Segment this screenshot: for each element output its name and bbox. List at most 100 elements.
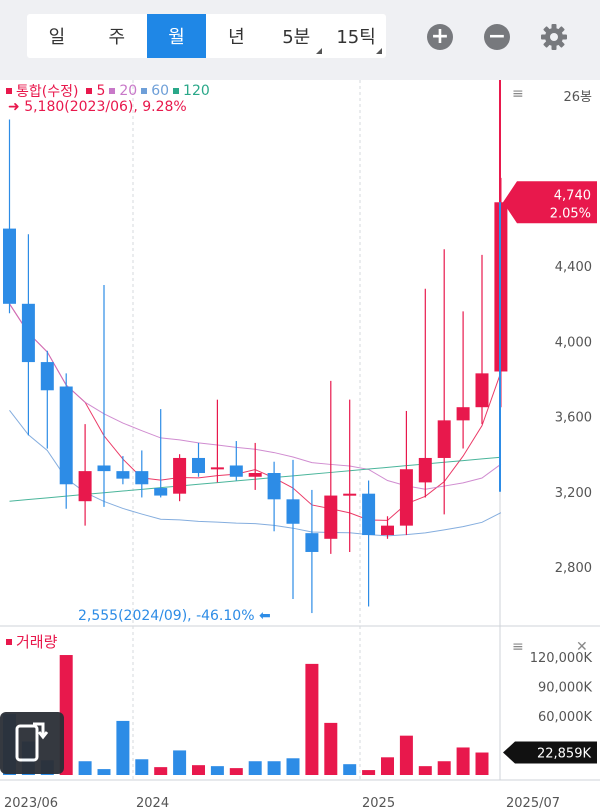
high-annotation: ➜ 5,180(2023/06), 9.28% [8,99,187,115]
price-tick-label: 3,600 [555,411,592,426]
price-axis: 4,400 4,000 3,600 3,200 2,800 26봉 ≡ ≡ ✕120,000K 9… [499,80,597,764]
legend-title: 통합(수정) [16,84,79,100]
candle [173,454,187,502]
time-axis-label: 2024 [136,796,169,811]
grid-lines [0,80,600,781]
tab-3[interactable]: 년 [206,14,266,58]
plus-circle-icon: + [430,24,450,49]
candle [154,409,168,498]
legend-label: 120 [183,83,210,99]
candle-body [324,495,338,539]
candle [59,373,73,509]
candle [286,459,300,599]
candle-body [381,525,394,536]
volume-tick-label: 120,000K [530,651,593,666]
menu-icon: ≡ [512,639,524,655]
candle-body [135,471,149,485]
candle-body [305,533,319,552]
arrow-left-icon: ⬅ [254,608,271,624]
candle [192,442,205,477]
tab-label: 주 [108,27,126,48]
candle [343,399,357,552]
current-price-tag [503,181,597,224]
candles [3,119,508,614]
candle [456,311,470,449]
volume-bar [173,750,187,775]
tab-label: 15틱 [336,27,376,48]
tab-label: 일 [48,27,66,48]
tab-5[interactable]: 15틱 [326,14,386,58]
volume-bar [475,752,489,775]
tab-4[interactable]: 5분 [266,14,326,58]
candle [475,254,489,425]
candle-body [475,373,489,408]
candle [3,119,16,314]
chart-toolbar: 일 주 월 년 5분 15틱 + − [0,0,600,80]
candle [116,456,130,485]
volume-bar [210,766,224,775]
tab-0[interactable]: 일 [27,14,87,58]
candle [78,424,92,526]
current-price-change: 2.05% [550,206,591,221]
candle-body [437,420,451,458]
minus-circle-icon: − [487,24,507,49]
candle [381,516,394,539]
legend-swatch [173,88,180,94]
volume-bar [248,761,262,775]
candle [305,489,319,614]
high-annotation-text: 5,180(2023/06), 9.28% [24,99,187,115]
candle-body [399,469,413,526]
volume-bar [229,768,243,775]
menu-icon: ≡ [512,86,524,102]
candle-body [192,457,205,473]
volume-bar [135,759,149,775]
candle-body [248,473,262,477]
current-volume-value: 22,859K [537,747,591,762]
tab-label: 년 [228,27,245,48]
candle-body [21,303,35,363]
candle [229,441,243,481]
dropdown-corner-icon [316,48,323,54]
candle [418,288,432,498]
volume-bar [305,663,319,775]
candle-body [286,499,300,524]
volume-bar [456,747,470,775]
volume-bar [324,722,338,775]
candle-body [210,467,224,470]
low-annotation-text: 2,555(2024/09), -46.10% [78,608,255,624]
candle [399,410,413,536]
volume-bar [343,764,357,775]
candle [437,249,451,515]
zoom-out-button[interactable]: − [484,24,510,50]
time-axis-label: 2023/06 [4,796,58,811]
candle-body [78,471,92,502]
candle-body [362,493,376,536]
price-chart[interactable]: 4,400 4,000 3,600 3,200 2,800 26봉 ≡ ≡ ✕120,000K 9… [0,80,600,812]
legend-swatch [86,88,93,94]
volume-title: 거래량 [6,631,57,652]
tab-label: 5분 [282,27,311,48]
volume-bar [267,761,281,775]
legend-item: 60 [141,83,169,99]
gear-icon[interactable] [539,22,569,52]
rotate-screen-icon [15,722,49,762]
volume-bar [381,757,394,775]
tab-label: 월 [168,27,185,48]
volume-bar [286,758,300,775]
tab-2[interactable]: 월 [146,14,207,58]
price-tick-label: 3,200 [555,486,592,501]
candle-body [229,465,243,477]
price-tick-label: 2,800 [555,561,592,576]
volume-tick-label: 60,000K [538,710,592,725]
legend-item: 120 [173,83,210,99]
candle [40,350,54,449]
volume-bar [97,769,111,775]
tab-1[interactable]: 주 [87,14,147,58]
legend-item: 5 [86,83,105,99]
zoom-in-button[interactable]: + [427,24,453,50]
rotate-screen-button[interactable] [0,712,64,774]
candle-body [3,228,16,304]
candle-body [116,471,130,479]
volume-bar [418,766,432,775]
volume-bar [399,735,413,775]
